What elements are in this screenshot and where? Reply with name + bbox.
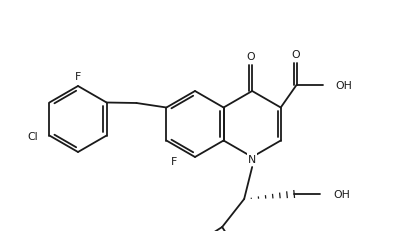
Text: Cl: Cl [28, 131, 38, 141]
Text: O: O [291, 49, 299, 59]
Text: F: F [75, 72, 81, 82]
Text: O: O [246, 52, 255, 62]
Text: OH: OH [335, 80, 352, 90]
Text: F: F [170, 156, 177, 166]
Text: OH: OH [332, 189, 349, 199]
Text: N: N [247, 154, 256, 164]
